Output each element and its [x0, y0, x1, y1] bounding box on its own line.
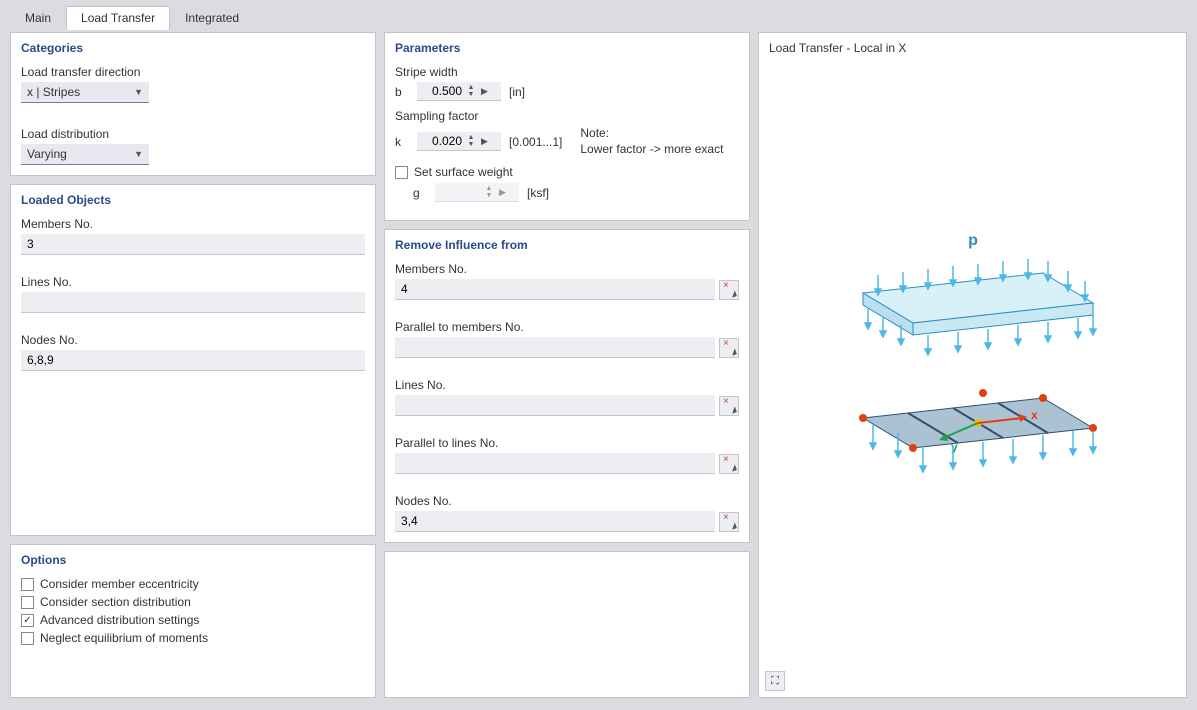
panel-parameters: Parameters Stripe width b ▲▼ ▶ [in] Samp… [384, 32, 750, 221]
advanced-label: Advanced distribution settings [40, 613, 199, 627]
chevron-down-icon: ▼ [134, 87, 143, 97]
pick-lines-button[interactable] [719, 396, 739, 416]
panel-empty [384, 551, 750, 698]
remove-parallel-lines-label: Parallel to lines No. [395, 436, 739, 450]
distribution-label: Load distribution [21, 127, 365, 141]
pick-parallel-members-button[interactable] [719, 338, 739, 358]
checkbox-advanced[interactable]: ✓ [21, 614, 34, 627]
x-axis-label: x [1031, 408, 1038, 422]
distribution-value: Varying [27, 147, 67, 161]
checkbox-eccentricity[interactable] [21, 578, 34, 591]
b-symbol: b [395, 85, 409, 99]
loaded-members-input[interactable] [21, 234, 365, 255]
sampling-label: Sampling factor [395, 109, 739, 123]
neglect-label: Neglect equilibrium of moments [40, 631, 208, 645]
sampling-input[interactable] [417, 132, 465, 150]
spinner-go-icon[interactable]: ▶ [477, 136, 492, 147]
section-label: Consider section distribution [40, 595, 191, 609]
preview-panel: Load Transfer - Local in X p [758, 32, 1187, 698]
g-symbol: g [413, 186, 427, 200]
y-axis-label: y [951, 440, 958, 454]
loaded-nodes-input[interactable] [21, 350, 365, 371]
g-unit: [ksf] [527, 186, 549, 200]
g-input [435, 183, 483, 201]
spinner-up-icon[interactable]: ▲ [465, 84, 477, 91]
remove-members-input[interactable] [395, 279, 715, 300]
tab-main[interactable]: Main [10, 6, 66, 30]
checkbox-neglect[interactable] [21, 632, 34, 645]
remove-title: Remove Influence from [395, 238, 739, 252]
direction-value: x | Stripes [27, 85, 80, 99]
panel-remove-influence: Remove Influence from Members No. Parall… [384, 229, 750, 543]
p-label: p [968, 233, 978, 249]
spinner-down-icon[interactable]: ▼ [465, 141, 477, 148]
note-text: Lower factor -> more exact [580, 142, 723, 158]
chevron-down-icon: ▼ [134, 149, 143, 159]
pick-members-button[interactable] [719, 280, 739, 300]
stripe-width-input[interactable] [417, 82, 465, 100]
spinner-down-icon[interactable]: ▼ [465, 91, 477, 98]
tab-load-transfer[interactable]: Load Transfer [66, 6, 170, 30]
pick-nodes-button[interactable] [719, 512, 739, 532]
remove-nodes-label: Nodes No. [395, 494, 739, 508]
panel-loaded-objects: Loaded Objects Members No. Lines No. Nod… [10, 184, 376, 536]
spinner-go-icon[interactable]: ▶ [477, 86, 492, 97]
g-spinner: ▲▼ ▶ [435, 183, 519, 202]
load-transfer-diagram: p [833, 233, 1113, 493]
direction-label: Load transfer direction [21, 65, 365, 79]
stripe-label: Stripe width [395, 65, 739, 79]
expand-preview-button[interactable]: ⛶ [765, 671, 785, 691]
loaded-title: Loaded Objects [21, 193, 365, 207]
remove-lines-input[interactable] [395, 395, 715, 416]
eccentricity-label: Consider member eccentricity [40, 577, 199, 591]
surface-weight-label: Set surface weight [414, 165, 513, 179]
panel-categories: Categories Load transfer direction x | S… [10, 32, 376, 176]
remove-members-label: Members No. [395, 262, 739, 276]
parameters-title: Parameters [395, 41, 739, 55]
distribution-dropdown[interactable]: Varying ▼ [21, 144, 149, 165]
b-unit: [in] [509, 85, 525, 99]
panel-options: Options Consider member eccentricity Con… [10, 544, 376, 698]
loaded-lines-label: Lines No. [21, 275, 365, 289]
categories-title: Categories [21, 41, 365, 55]
spinner-up-icon[interactable]: ▲ [465, 134, 477, 141]
k-unit: [0.001...1] [509, 135, 562, 149]
pick-parallel-lines-button[interactable] [719, 454, 739, 474]
remove-nodes-input[interactable] [395, 511, 715, 532]
direction-dropdown[interactable]: x | Stripes ▼ [21, 82, 149, 103]
checkbox-section[interactable] [21, 596, 34, 609]
stripe-width-spinner[interactable]: ▲▼ ▶ [417, 82, 501, 101]
remove-parallel-members-label: Parallel to members No. [395, 320, 739, 334]
checkbox-surface-weight[interactable] [395, 166, 408, 179]
loaded-nodes-label: Nodes No. [21, 333, 365, 347]
tab-integrated[interactable]: Integrated [170, 6, 254, 30]
tab-bar: Main Load Transfer Integrated [10, 6, 1187, 30]
note-title: Note: [580, 126, 723, 142]
loaded-lines-input[interactable] [21, 292, 365, 313]
k-symbol: k [395, 135, 409, 149]
remove-parallel-members-input[interactable] [395, 337, 715, 358]
preview-title: Load Transfer - Local in X [769, 41, 1176, 55]
sampling-spinner[interactable]: ▲▼ ▶ [417, 132, 501, 151]
loaded-members-label: Members No. [21, 217, 365, 231]
options-title: Options [21, 553, 365, 567]
remove-parallel-lines-input[interactable] [395, 453, 715, 474]
remove-lines-label: Lines No. [395, 378, 739, 392]
